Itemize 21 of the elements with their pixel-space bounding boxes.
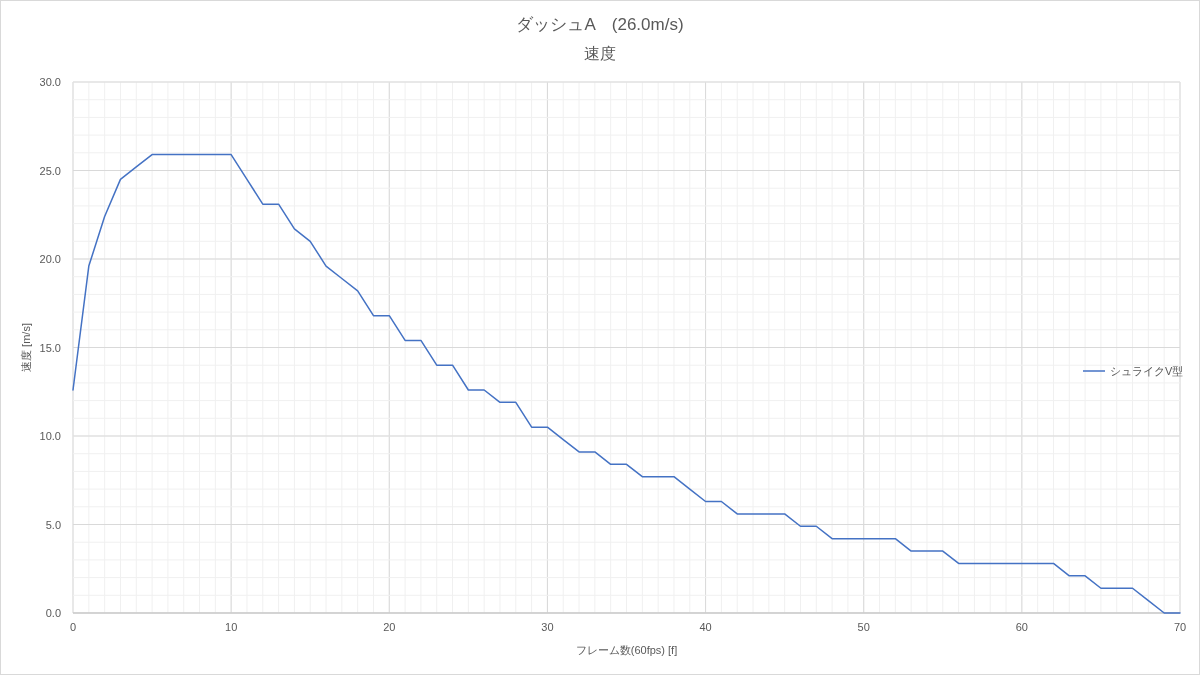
x-tick-label: 60	[1015, 621, 1028, 633]
y-tick-label: 25.0	[39, 164, 61, 177]
x-tick-label: 0	[69, 621, 77, 633]
x-tick-label: 70	[1173, 621, 1187, 633]
y-tick-label: 5.0	[45, 518, 61, 531]
x-tick-label: 40	[699, 621, 712, 633]
y-tick-label: 10.0	[39, 430, 61, 442]
chart-title: ダッシュA (26.0m/s)	[516, 15, 684, 34]
y-tick-label: 30.0	[39, 76, 61, 88]
y-axis-title: 速度 [m/s]	[20, 323, 32, 372]
x-tick-label: 20	[383, 621, 396, 633]
legend-label: シュライクV型	[1110, 365, 1184, 377]
x-tick-label: 50	[857, 621, 870, 633]
y-tick-label: 20.0	[39, 253, 61, 265]
x-axis-title: フレーム数(60fps) [f]	[575, 644, 678, 656]
y-tick-label: 15.0	[39, 341, 61, 354]
chart-subtitle: 速度	[584, 45, 616, 62]
x-tick-label: 10	[225, 621, 238, 633]
x-tick-label: 30	[541, 621, 554, 633]
legend: シュライクV型	[1082, 365, 1184, 377]
y-tick-label: 0.0	[45, 607, 61, 619]
